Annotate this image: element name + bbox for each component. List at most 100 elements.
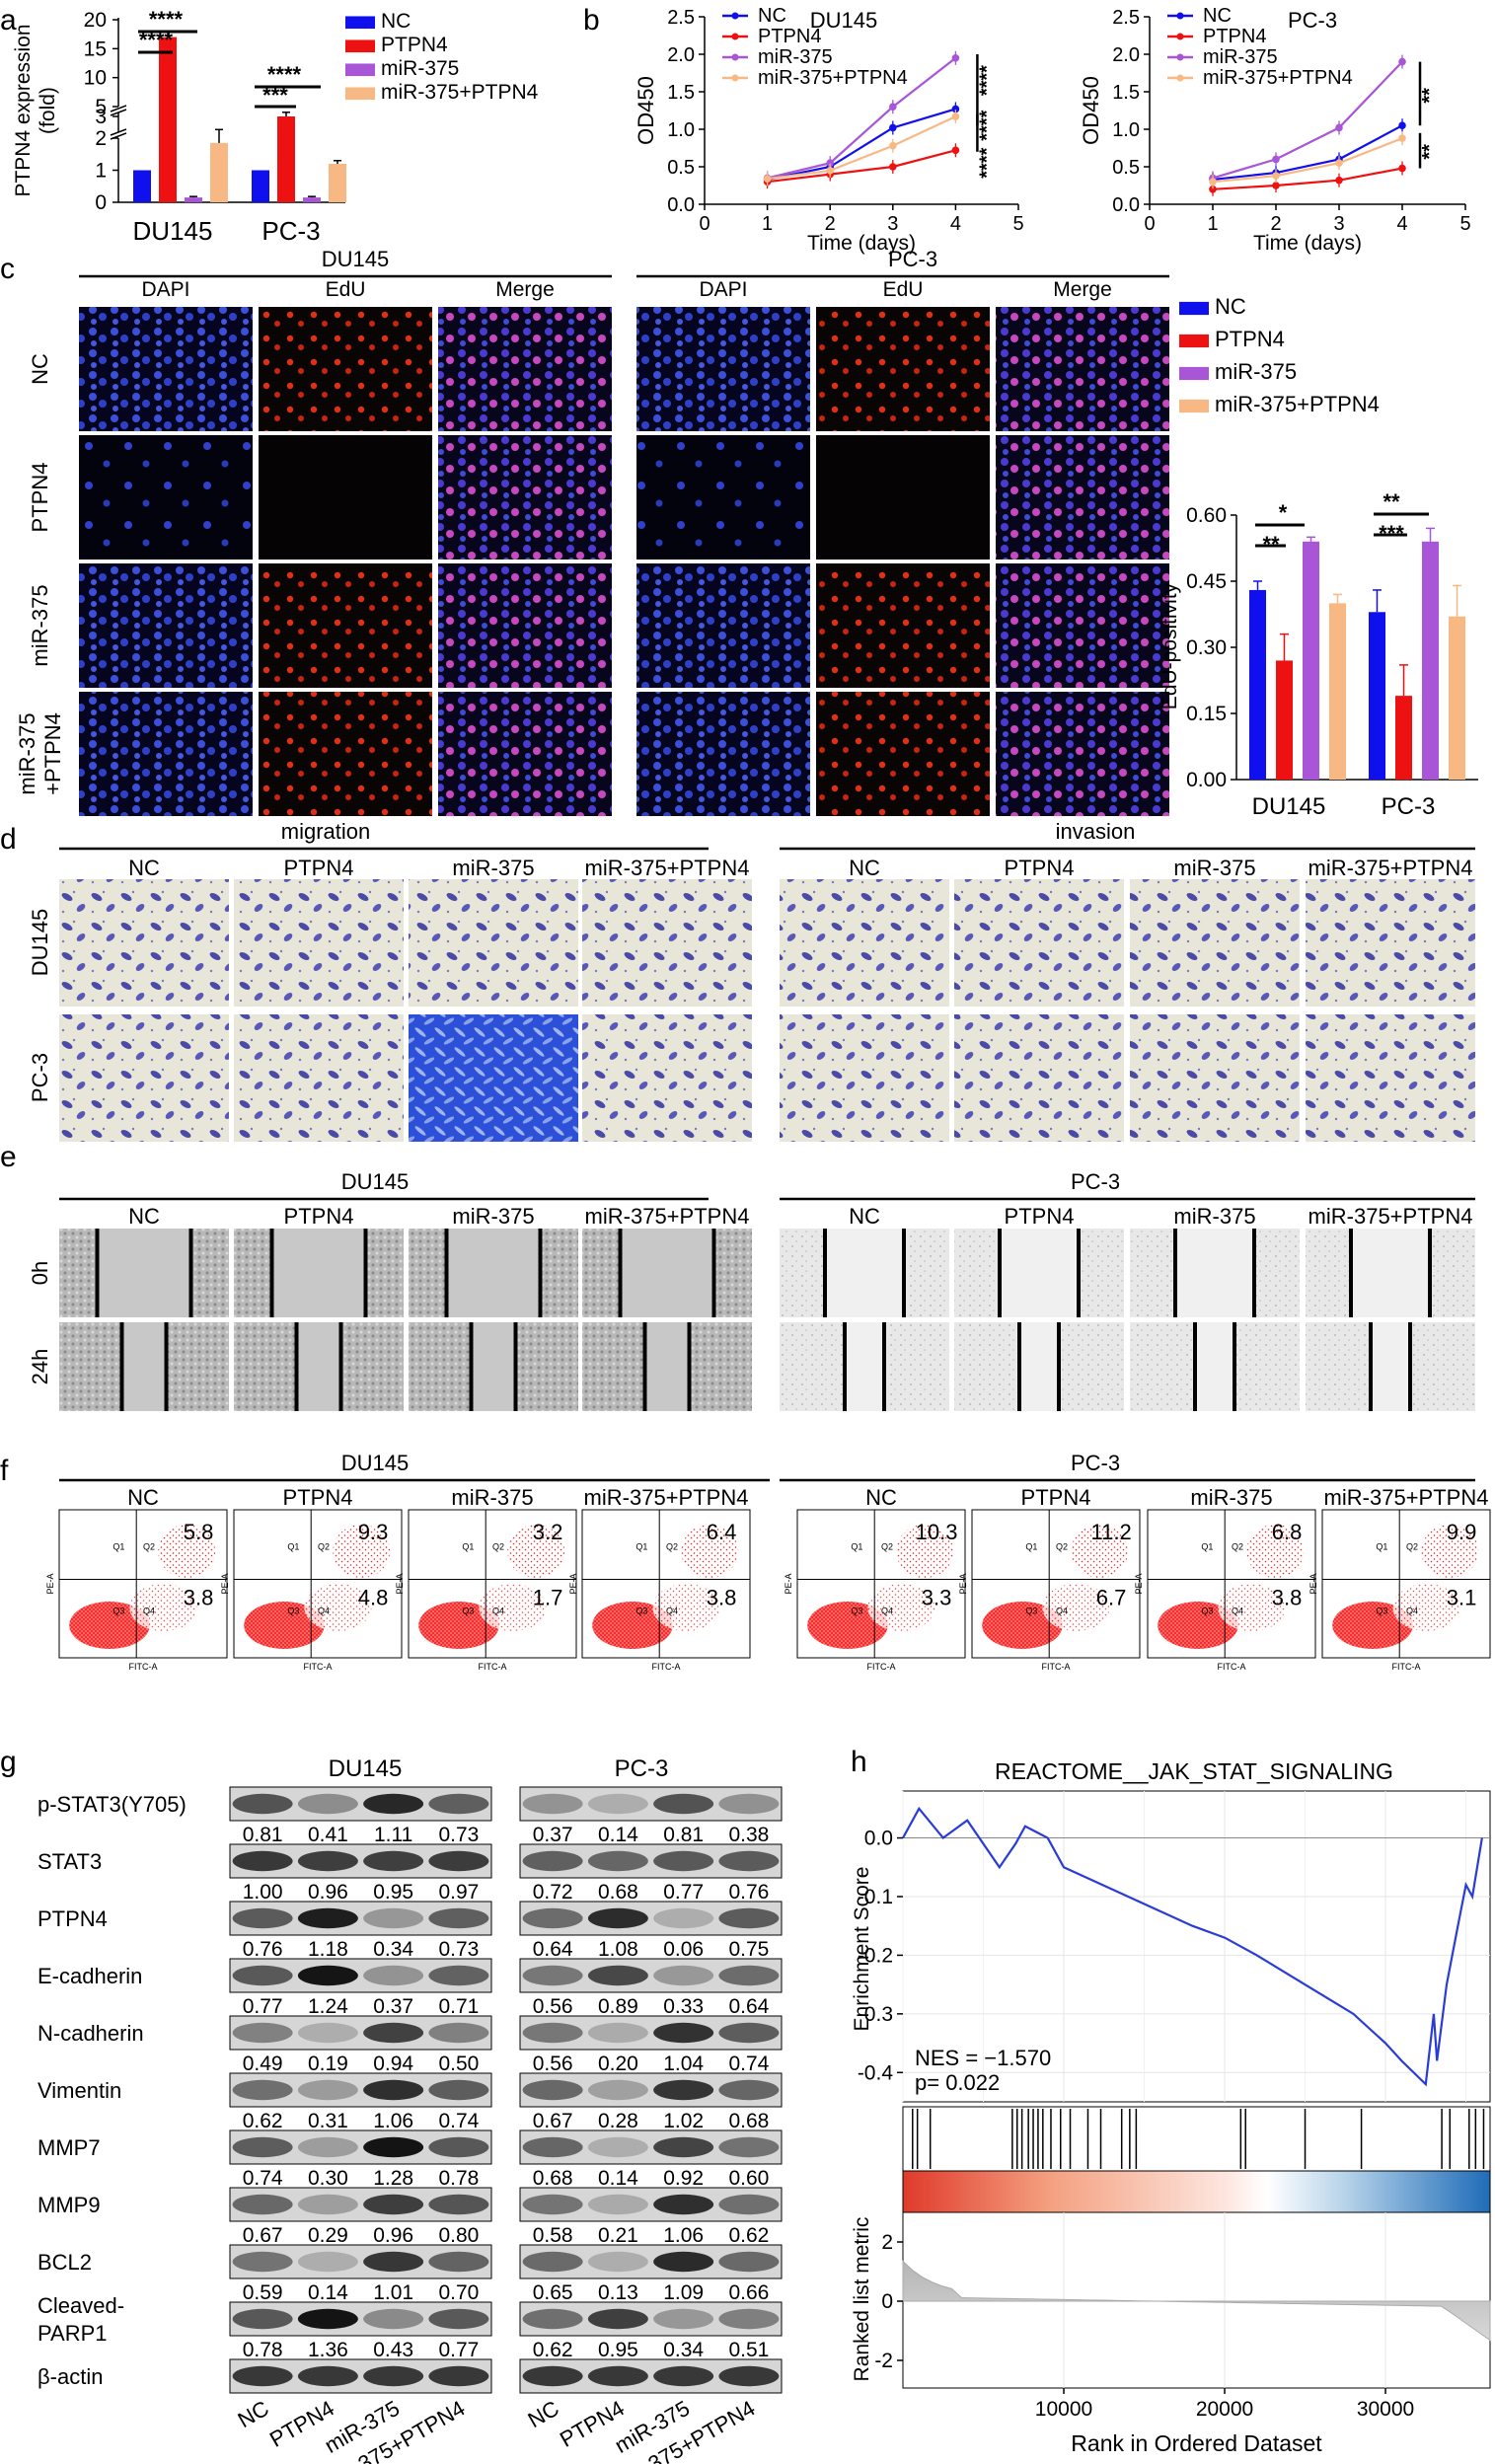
panel-a-axis-break-mark	[110, 109, 127, 116]
panel-b-pc3-y-tick-label: 0.0	[1112, 194, 1140, 216]
panel-f-cellline-title: DU145	[341, 1451, 409, 1475]
panel-f-quadrant-name: Q4	[143, 1606, 155, 1616]
panel-b-pc3-sig-label: **	[1419, 88, 1441, 104]
panel-c-micrograph	[438, 435, 612, 560]
panel-f-quadrant-name: Q3	[635, 1606, 647, 1616]
panel-label-b: b	[583, 4, 600, 37]
panel-g-density-value: 0.73	[438, 1938, 479, 1961]
panel-c-chart-sig-label: *	[1279, 500, 1288, 525]
panel-h-y-tick-label: 0.0	[864, 1828, 893, 1850]
panel-b-pc3-series-line	[1212, 137, 1403, 184]
panel-h-ranked-y-tick-label: 0	[881, 2290, 893, 2313]
panel-g-band	[653, 2308, 714, 2330]
panel-f-early-cluster	[867, 1584, 935, 1631]
panel-c-chart-y-tick-label: 0.15	[1186, 703, 1227, 725]
panel-f-quadrant-name: Q2	[1406, 1542, 1418, 1552]
panel-b-pc3-y-tick-label: 2.5	[1112, 7, 1140, 29]
panel-g-band	[522, 2079, 583, 2101]
panel-f-early-cluster	[1218, 1584, 1286, 1631]
panel-b-pc3-y-tick-label: 1.5	[1112, 82, 1140, 104]
panel-label-f: f	[0, 1455, 9, 1487]
panel-d-row-label: PC-3	[28, 1053, 52, 1102]
panel-f-live-cluster	[1158, 1602, 1238, 1649]
panel-f-quadrant-name: Q3	[1376, 1606, 1387, 1616]
panel-e-wound-gap	[620, 1229, 714, 1317]
panel-a-y-tick-label: 2	[95, 127, 107, 150]
panel-c-micrograph	[259, 435, 432, 560]
panel-g-density-value: 0.43	[373, 2339, 413, 2361]
panel-g-band	[297, 2194, 358, 2215]
panel-g-protein-label: PTPN4	[37, 1906, 108, 1931]
panel-g-density-value: 0.20	[598, 2053, 638, 2075]
panel-b-du145-series-line	[767, 56, 957, 180]
panel-g-band	[232, 1793, 293, 1815]
panel-g-band	[653, 2079, 714, 2101]
panel-c-row-label: miR-375	[28, 584, 52, 666]
panel-d-group-label: miR-375	[452, 856, 534, 880]
panel-g-density-value: 0.77	[438, 2339, 479, 2361]
panel-g-band	[297, 1793, 358, 1815]
panel-f-quadrant-name: Q4	[492, 1606, 504, 1616]
panel-c-chart-category: PC-3	[1382, 793, 1436, 820]
panel-a-legend-entry: PTPN4	[381, 34, 448, 56]
panel-c-micrograph	[259, 692, 432, 816]
panel-b-pc3-legend-entry: PTPN4	[1203, 26, 1266, 47]
panel-f-x-axis-label: FITC-A	[1392, 1662, 1421, 1672]
panel-g-band	[718, 2194, 780, 2215]
panel-h-y-tick-label: -0.2	[858, 1944, 893, 1967]
panel-e-wound-gap	[271, 1229, 366, 1317]
panel-f-group-label: PTPN4	[1021, 1485, 1091, 1510]
panel-c-chart-sig-label: ***	[1379, 521, 1404, 546]
panel-g-band	[428, 2022, 489, 2044]
panel-b-du145-series-line	[767, 149, 956, 184]
panel-g-density-value: 0.75	[728, 1938, 769, 1961]
panel-h-x-label: Rank in Ordered Dataset	[1071, 2430, 1322, 2456]
panel-c-cellline-title: PC-3	[888, 247, 937, 271]
panel-g-density-value: 0.33	[663, 1995, 704, 2018]
panel-g-density-value: 0.34	[373, 1938, 413, 1961]
panel-b-pc3-point	[1209, 186, 1217, 193]
panel-g-density-value: 0.19	[308, 2053, 348, 2075]
panel-g-band	[428, 1965, 489, 1986]
panel-a-bar	[277, 116, 295, 202]
panel-a-category-label: DU145	[133, 216, 213, 246]
panel-f-upper-right-percent: 5.8	[184, 1520, 214, 1544]
panel-e-wound-gap	[825, 1229, 904, 1317]
panel-b-du145-point	[889, 123, 897, 132]
panel-g-protein-label: Vimentin	[37, 2078, 121, 2103]
panel-b-pc3-legend-marker	[1176, 33, 1184, 40]
panel-f-y-axis-label: PE-A	[1308, 1573, 1318, 1594]
panel-f-quadrant-name: Q2	[666, 1542, 678, 1552]
panel-g-band	[653, 2194, 714, 2215]
panel-b-du145-point	[889, 103, 897, 111]
panel-f-quadrant-name: Q3	[287, 1606, 299, 1616]
panel-g-band	[718, 1965, 780, 1986]
panel-b-pc3-x-tick-label: 2	[1270, 213, 1281, 235]
panel-g-band	[363, 1793, 424, 1815]
panel-label-h: h	[851, 1746, 867, 1778]
panel-f-quadrant-name: Q4	[1056, 1606, 1068, 1616]
panel-g-band	[587, 2194, 648, 2215]
panel-d-transwell-image	[234, 879, 404, 1007]
panel-f-live-cluster	[69, 1602, 150, 1649]
panel-g-band	[653, 2136, 714, 2158]
panel-b-pc3-x-tick-label: 5	[1459, 213, 1470, 235]
panel-f-lower-right-percent: 3.8	[184, 1586, 214, 1610]
panel-e-row-label: 24h	[28, 1349, 52, 1385]
panel-a-y-label: (fold)	[37, 87, 59, 134]
panel-f-lower-right-percent: 3.8	[707, 1586, 737, 1610]
panel-f-quadrant-name: Q1	[112, 1542, 124, 1552]
panel-b-pc3-point	[1398, 134, 1406, 142]
panel-e-wound-gap	[644, 1322, 690, 1411]
panel-g-density-value: 0.97	[438, 1881, 479, 1904]
panel-f-quadrant-name: Q1	[462, 1542, 474, 1552]
panel-g-density-value: 0.68	[728, 2110, 769, 2132]
panel-g-band	[297, 2365, 358, 2387]
panel-f-quadrant-name: Q4	[1406, 1606, 1418, 1616]
panel-a-sig-label: ****	[149, 7, 184, 32]
panel-e-wound-gap	[1351, 1229, 1430, 1317]
panel-g-band	[232, 2136, 293, 2158]
panel-e-group-label: NC	[128, 1204, 160, 1229]
panel-c-chart-bar	[1329, 603, 1346, 780]
panel-f-apoptotic-cluster	[1071, 1525, 1129, 1578]
